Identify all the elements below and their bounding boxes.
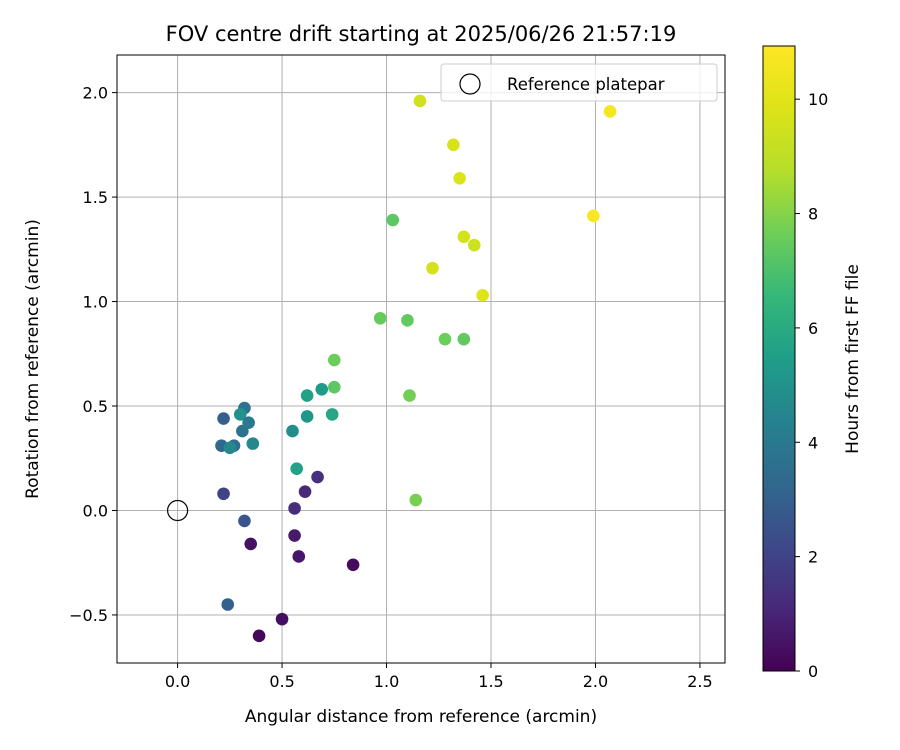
legend-box xyxy=(440,63,718,102)
y-tick-label: 2.0 xyxy=(83,84,108,103)
data-point xyxy=(300,389,314,402)
colorbar-tick-label: 8 xyxy=(808,205,818,224)
data-point xyxy=(244,537,258,551)
x-tick-label: 0.0 xyxy=(165,672,190,691)
data-point xyxy=(286,424,299,438)
data-point xyxy=(223,441,237,455)
data-point xyxy=(457,230,471,244)
x-axis-label: Angular distance from reference (arcmin) xyxy=(245,707,597,727)
colorbar-tick-label: 6 xyxy=(808,319,818,338)
data-point xyxy=(386,213,400,227)
colorbar-label: Hours from first FF file xyxy=(843,264,863,454)
data-point xyxy=(467,238,481,252)
data-point xyxy=(373,311,387,325)
x-tick-label: 1.5 xyxy=(478,672,503,691)
data-point xyxy=(217,412,230,425)
data-point xyxy=(327,353,341,367)
data-point xyxy=(426,261,439,275)
y-tick-label: 1.5 xyxy=(83,188,108,207)
data-point xyxy=(413,94,427,108)
data-point xyxy=(242,416,255,430)
reference-platepar-marker xyxy=(166,499,189,522)
y-tick-label: −0.5 xyxy=(69,606,108,625)
data-point xyxy=(233,408,247,421)
data-point xyxy=(409,493,423,507)
y-axis-ticks: −0.5 0.0 0.5 1.0 1.5 2.0 xyxy=(69,84,117,625)
plot-frame xyxy=(116,54,726,664)
data-point xyxy=(298,485,312,498)
data-point xyxy=(217,487,230,501)
data-point xyxy=(325,408,339,421)
colorbar-fill xyxy=(762,45,796,672)
data-points xyxy=(215,94,617,643)
data-point xyxy=(476,288,489,302)
y-tick-label: 0.5 xyxy=(83,397,108,416)
data-point xyxy=(447,138,460,152)
data-point xyxy=(246,437,260,450)
data-point xyxy=(311,470,324,484)
data-point xyxy=(288,529,301,542)
x-tick-label: 2.0 xyxy=(583,672,608,691)
data-point xyxy=(275,612,289,626)
data-point xyxy=(603,105,617,118)
data-point xyxy=(403,389,416,402)
data-point xyxy=(438,332,452,346)
chart-title: FOV centre drift starting at 2025/06/26 … xyxy=(166,22,677,46)
data-point xyxy=(453,171,466,185)
data-point xyxy=(288,502,301,515)
x-tick-label: 1.0 xyxy=(374,672,399,691)
colorbar-tick-label: 2 xyxy=(808,548,818,567)
reference-marker-layer xyxy=(166,499,189,522)
data-point xyxy=(300,410,314,423)
data-point xyxy=(292,550,306,563)
colorbar: 0 2 4 6 8 10 Hours from first FF file xyxy=(762,45,863,681)
colorbar-tick-label: 10 xyxy=(808,90,828,109)
colorbar-tick-label: 0 xyxy=(808,662,818,681)
y-tick-label: 0.0 xyxy=(83,501,108,520)
data-point xyxy=(252,629,266,643)
legend-entry-label: Reference platepar xyxy=(507,75,665,94)
data-point xyxy=(238,514,251,528)
colorbar-tick-label: 4 xyxy=(808,433,818,452)
y-axis-label: Rotation from reference (arcmin) xyxy=(23,219,43,499)
legend: Reference platepar xyxy=(440,63,718,102)
data-point xyxy=(457,332,471,346)
data-point xyxy=(290,462,303,475)
x-tick-label: 0.5 xyxy=(269,672,294,691)
data-point xyxy=(401,314,414,327)
data-point xyxy=(587,209,600,223)
y-tick-label: 1.0 xyxy=(83,293,108,312)
gridlines xyxy=(117,55,725,663)
data-point xyxy=(221,598,235,611)
colorbar-ticks: 0 2 4 6 8 10 xyxy=(795,90,828,681)
x-axis-ticks: 0.0 0.5 1.0 1.5 2.0 2.5 xyxy=(165,663,713,691)
data-point xyxy=(346,558,360,572)
legend-marker-icon xyxy=(459,73,481,95)
data-point xyxy=(327,380,341,394)
data-point xyxy=(315,382,329,396)
x-tick-label: 2.5 xyxy=(687,672,712,691)
